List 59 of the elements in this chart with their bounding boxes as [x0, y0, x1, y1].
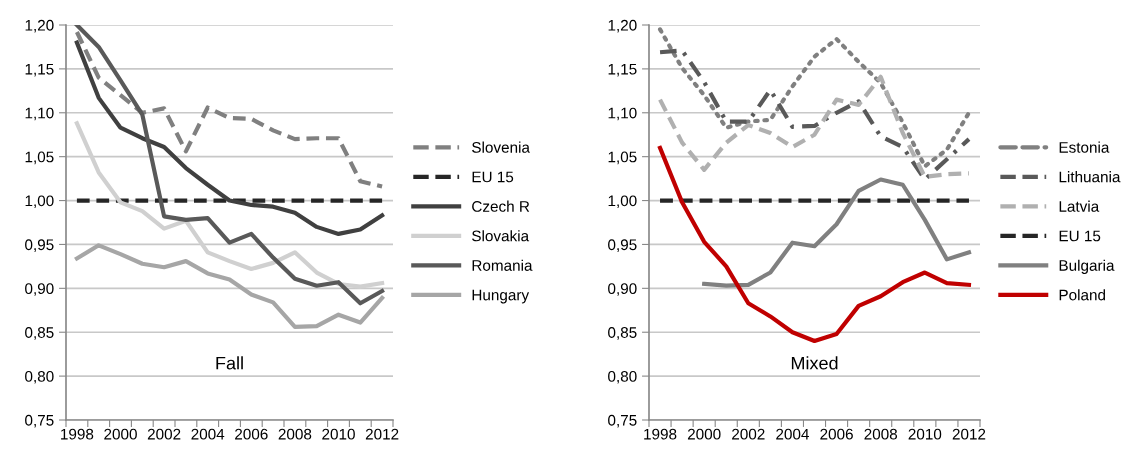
line-series: [74, 25, 385, 306]
y-tick-label: 1,20: [608, 19, 637, 33]
y-tick-label: 0,85: [25, 327, 54, 340]
annotation: Fall: [216, 356, 243, 370]
x-tick-label: 2006: [235, 428, 268, 440]
y-tick-label: 0,90: [608, 283, 637, 296]
line-series: [74, 29, 385, 189]
legend-label: Latvia: [1059, 200, 1100, 212]
x-tick-label: 2012: [365, 428, 399, 440]
legend-label: EU 15: [1059, 230, 1101, 242]
y-tick-label: 0,80: [608, 370, 637, 384]
legend-label: EU 15: [472, 171, 514, 183]
x-tick-label: 2002: [732, 428, 765, 440]
legend-label: Poland: [1059, 289, 1106, 301]
x-tick-label: 1998: [61, 428, 94, 440]
y-tick-label: 1,00: [25, 195, 54, 209]
line-series: [74, 243, 385, 330]
x-tick-label: 2000: [104, 428, 137, 440]
y-tick-label: 1,05: [608, 151, 637, 165]
y-tick-label: 0,85: [608, 327, 637, 340]
y-tick-label: 0,95: [25, 239, 54, 252]
line-series: [657, 74, 972, 179]
x-tick-label: 2000: [687, 428, 721, 440]
x-tick-label: 2010: [908, 428, 942, 440]
y-tick-label: 1,05: [25, 151, 54, 165]
x-tick-label: 2010: [322, 428, 355, 440]
legend-label: Lithuania: [1059, 171, 1121, 183]
legend-label: Slovakia: [472, 230, 530, 242]
legend-label: Estonia: [1059, 141, 1110, 153]
y-tick-label: 0,75: [608, 414, 637, 428]
y-tick-label: 0,75: [25, 414, 54, 428]
legend-label: Czech R: [472, 200, 530, 212]
y-tick-label: 1,15: [608, 63, 637, 77]
line-series: [657, 48, 972, 182]
legend-label: Slovenia: [472, 141, 530, 153]
y-tick-label: 0,95: [608, 239, 637, 252]
line-series: [657, 27, 972, 169]
x-tick-label: 2004: [776, 428, 809, 440]
y-tick-label: 1,10: [25, 107, 54, 121]
y-tick-label: 1,00: [608, 195, 637, 209]
y-tick-label: 1,10: [608, 107, 637, 121]
x-tick-label: 2008: [864, 428, 898, 440]
x-tick-label: 2006: [820, 428, 853, 440]
x-tick-label: 2002: [147, 428, 181, 440]
x-tick-label: 2008: [278, 428, 312, 440]
legend-label: Hungary: [472, 289, 530, 304]
legend-label: Romania: [472, 259, 533, 271]
y-tick-label: 1,15: [25, 63, 54, 77]
y-tick-label: 0,90: [25, 283, 54, 296]
annotation: Mixed: [791, 356, 838, 370]
x-tick-label: 1998: [644, 428, 677, 440]
x-tick-label: 2012: [952, 428, 986, 440]
line-series: [657, 145, 972, 344]
y-tick-label: 1,20: [25, 19, 54, 33]
line-series: [74, 40, 385, 236]
legend-label: Bulgaria: [1059, 259, 1115, 274]
x-tick-label: 2004: [191, 428, 225, 440]
line-series: [702, 177, 972, 288]
y-tick-label: 0,80: [25, 370, 54, 384]
